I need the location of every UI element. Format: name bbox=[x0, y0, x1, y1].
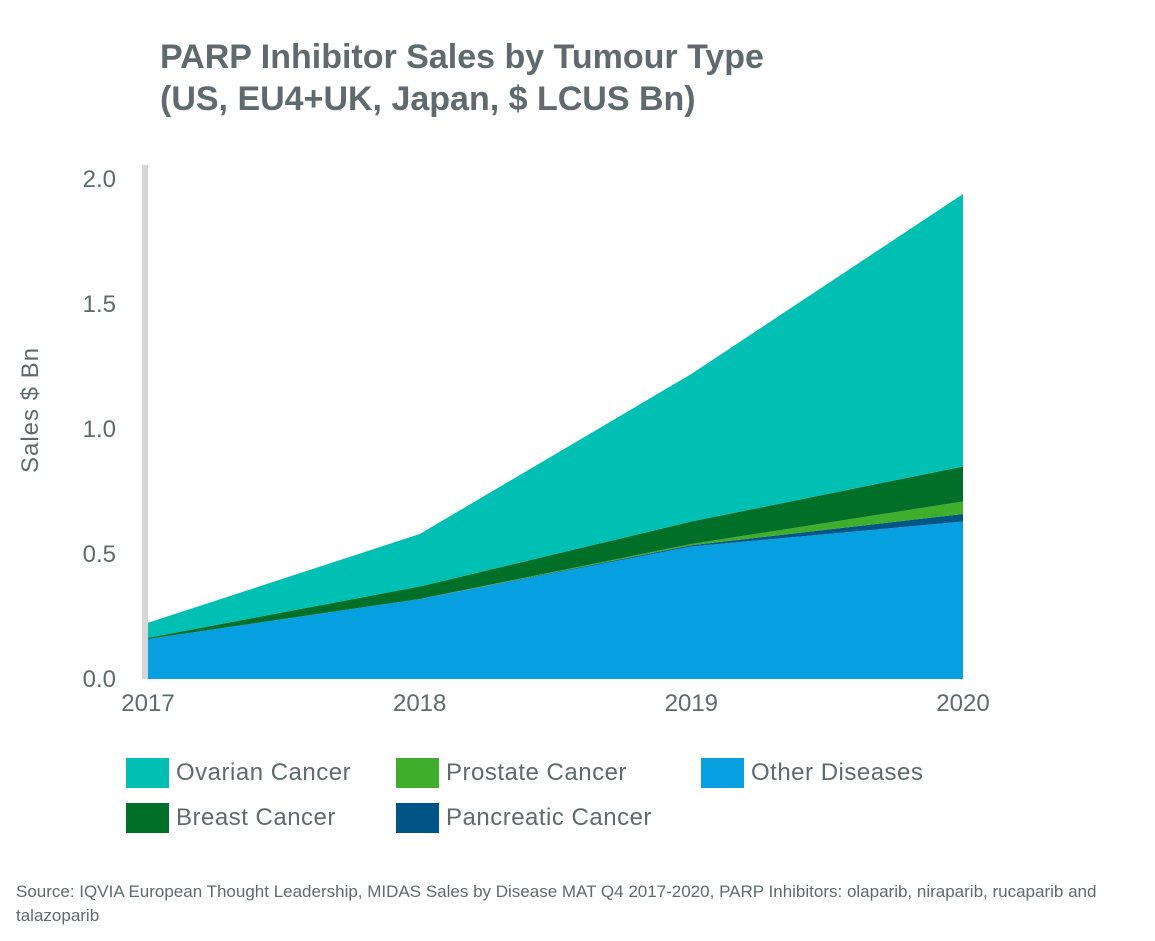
legend-label-breast-cancer: Breast Cancer bbox=[176, 804, 336, 831]
legend-item-prostate-cancer: Prostate Cancer bbox=[396, 755, 627, 791]
legend-label-prostate-cancer: Prostate Cancer bbox=[446, 759, 627, 786]
legend-swatch-other-diseases bbox=[701, 758, 744, 788]
area-prostate-cancer bbox=[148, 501, 963, 639]
legend-item-pancreatic-cancer: Pancreatic Cancer bbox=[396, 800, 652, 836]
source-note: Source: IQVIA European Thought Leadershi… bbox=[16, 882, 1097, 925]
y-tick-label: 0.0 bbox=[83, 666, 116, 693]
x-tick-label: 2018 bbox=[393, 690, 446, 717]
y-tick-label: 1.5 bbox=[83, 291, 116, 318]
x-tick-label: 2017 bbox=[121, 690, 174, 717]
y-axis-ticks: 0.0 0.5 1.0 1.5 2.0 bbox=[83, 166, 116, 693]
legend-label-pancreatic-cancer: Pancreatic Cancer bbox=[446, 804, 652, 831]
y-tick-label: 2.0 bbox=[83, 166, 116, 193]
area-chart: 0.0 0.5 1.0 1.5 2.0 2017 2018 2019 2020 Sales $… bbox=[17, 165, 990, 717]
legend-swatch-prostate-cancer bbox=[396, 758, 439, 788]
area-series-layer bbox=[148, 194, 963, 679]
y-tick-label: 0.5 bbox=[83, 541, 116, 568]
legend-swatch-ovarian-cancer bbox=[126, 758, 169, 788]
legend-swatch-pancreatic-cancer bbox=[396, 803, 439, 833]
chart-title: PARP Inhibitor Sales by Tumour Type (US,… bbox=[160, 36, 764, 120]
chart-title-line2: (US, EU4+UK, Japan, $ LCUS Bn) bbox=[160, 80, 696, 118]
y-axis-title: Sales $ Bn bbox=[17, 347, 44, 473]
legend-label-other-diseases: Other Diseases bbox=[751, 759, 924, 786]
legend-item-breast-cancer: Breast Cancer bbox=[126, 800, 336, 836]
y-tick-label: 1.0 bbox=[83, 416, 116, 443]
legend-item-ovarian-cancer: Ovarian Cancer bbox=[126, 755, 351, 791]
area-pancreatic-cancer bbox=[148, 514, 963, 639]
area-ovarian-cancer bbox=[148, 194, 963, 638]
legend-label-ovarian-cancer: Ovarian Cancer bbox=[176, 759, 352, 786]
legend-item-other-diseases: Other Diseases bbox=[701, 755, 923, 791]
x-tick-label: 2020 bbox=[936, 690, 989, 717]
area-breast-cancer bbox=[148, 466, 963, 639]
chart-legend: Ovarian Cancer Prostate Cancer Other Dis… bbox=[126, 755, 1006, 845]
legend-swatch-breast-cancer bbox=[126, 803, 169, 833]
x-tick-label: 2019 bbox=[665, 690, 718, 717]
area-other-diseases bbox=[148, 521, 963, 679]
x-axis-ticks: 2017 2018 2019 2020 bbox=[121, 690, 989, 717]
chart-title-line1: PARP Inhibitor Sales by Tumour Type bbox=[160, 38, 764, 76]
